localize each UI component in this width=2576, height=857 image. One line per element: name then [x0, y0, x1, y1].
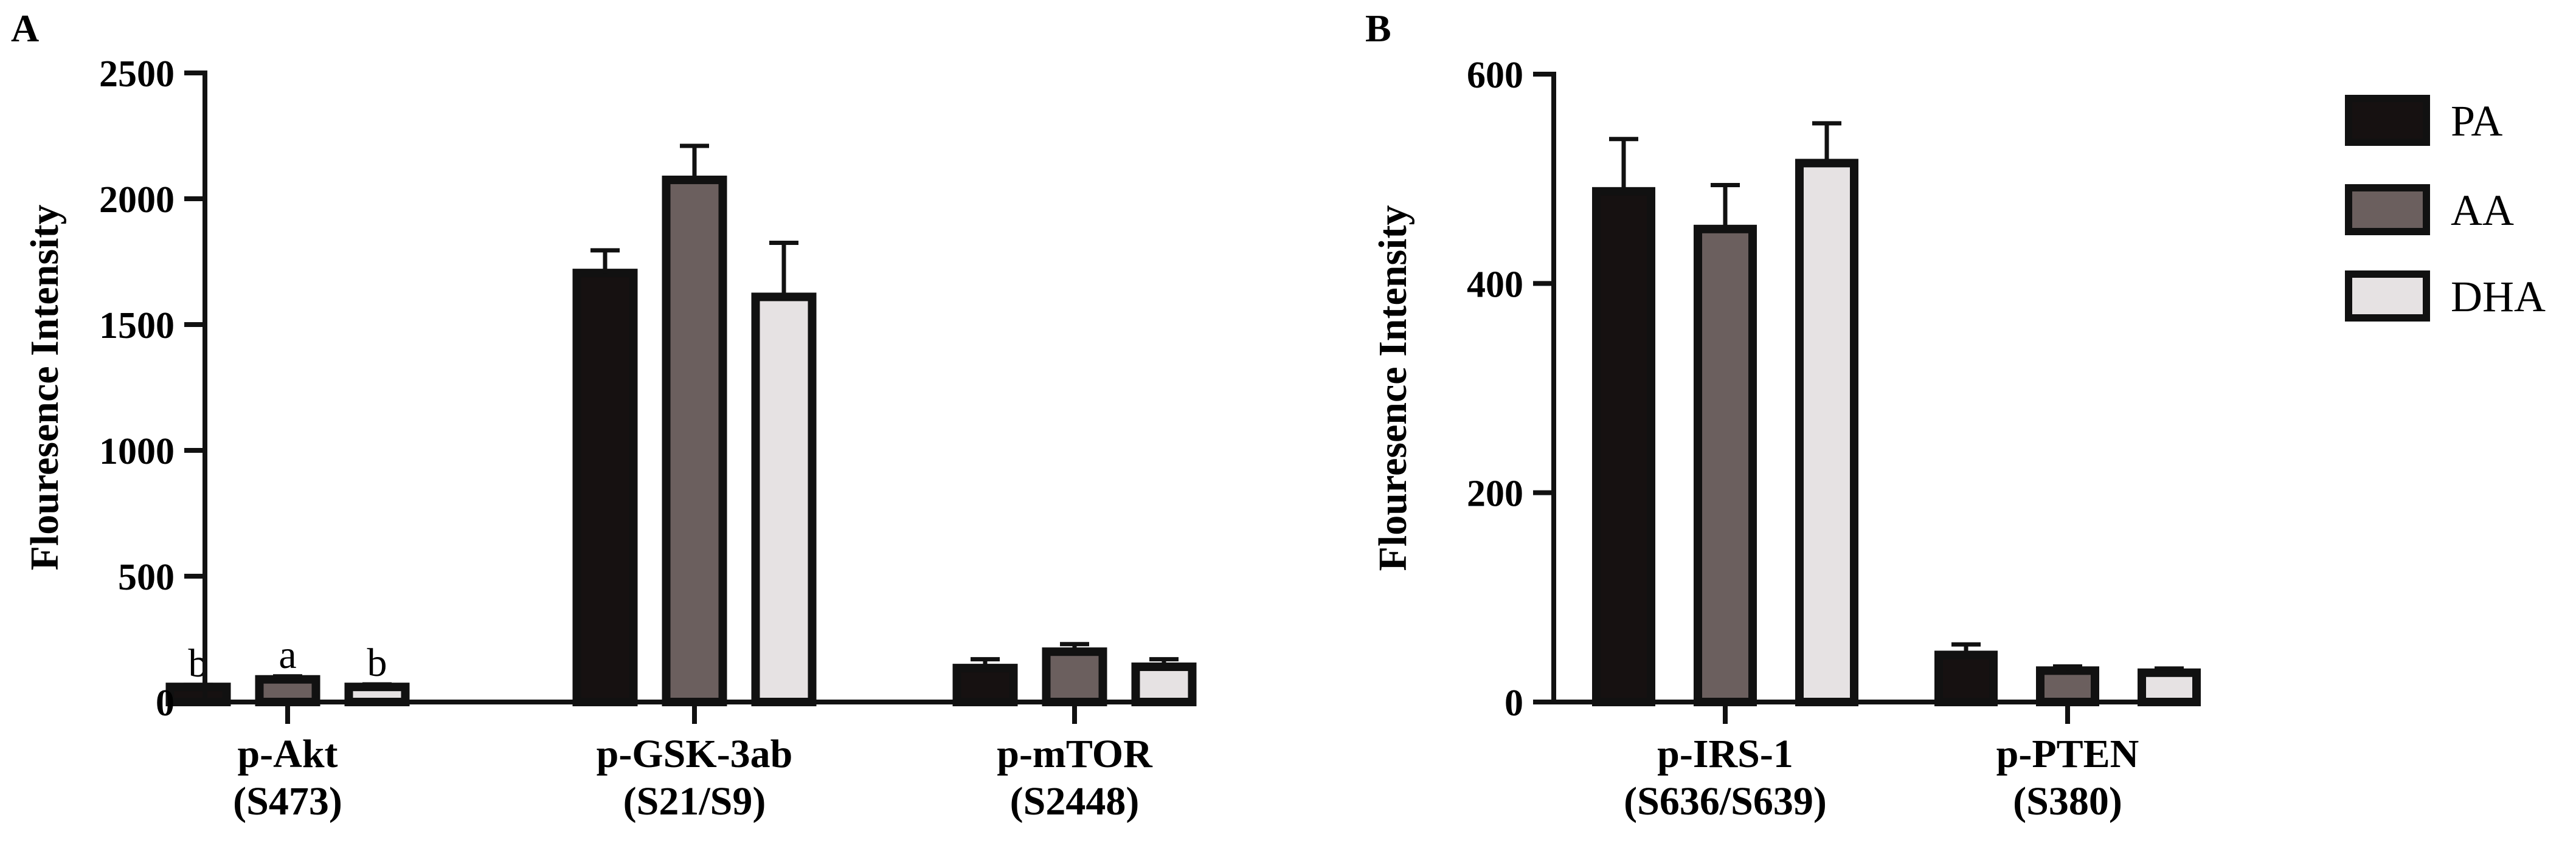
x-category-label: p-PTEN	[1996, 732, 2139, 776]
y-tick-label: 2000	[99, 179, 175, 221]
legend-label: PA	[2451, 97, 2502, 145]
chart-panel-b: B 0 200 400 600 p-IRS-1(S636/S639) p-PTEN(S380…	[1365, 7, 2201, 824]
legend-swatch	[2345, 270, 2430, 322]
significance-label: a	[279, 633, 296, 677]
y-tick-label: 400	[1467, 264, 1523, 305]
y-tick-label: 1500	[99, 305, 175, 346]
legend-swatch	[2345, 184, 2430, 235]
bar	[662, 175, 727, 706]
bar	[751, 292, 817, 706]
legend-label: AA	[2451, 186, 2514, 235]
x-category-sublabel: (S2448)	[1010, 779, 1140, 824]
x-category-label: p-Akt	[237, 732, 338, 776]
bar	[1131, 663, 1197, 707]
chart-panel-a: Ab a b05001000150020002500p-Akt(S473)p-GSK…	[11, 7, 1197, 824]
bar	[2036, 666, 2099, 706]
x-category-label: p-GSK-3ab	[597, 732, 793, 776]
bar	[2138, 668, 2201, 706]
significance-label: b	[367, 641, 387, 685]
x-category-sublabel: (S21/S9)	[623, 779, 766, 824]
y-tick-label: 500	[118, 557, 175, 598]
x-category-label: p-IRS-1	[1657, 732, 1793, 776]
bar	[1934, 650, 1998, 707]
bar	[1592, 187, 1655, 706]
panel-letter: A	[11, 7, 39, 50]
legend-label: DHA	[2451, 272, 2546, 321]
x-category-sublabel: (S380)	[2013, 779, 2122, 824]
bar	[1042, 647, 1107, 706]
x-category-sublabel: (S636/S639)	[1624, 779, 1827, 824]
bar	[572, 269, 638, 706]
bar	[952, 664, 1018, 706]
panel-letter: B	[1365, 7, 1391, 50]
bar	[255, 675, 320, 706]
bar	[1694, 224, 1757, 707]
y-tick-label: 1000	[99, 431, 175, 472]
y-tick-label: 2500	[99, 53, 175, 95]
bar	[1795, 159, 1858, 706]
y-tick-label: 200	[1467, 473, 1523, 515]
y-axis-title: Flouresence Intensity	[23, 205, 67, 571]
y-tick-label: 600	[1467, 55, 1523, 96]
legend-swatch	[2345, 95, 2430, 146]
y-tick-label: 0	[1504, 683, 1523, 724]
x-category-sublabel: (S473)	[233, 779, 342, 824]
legend: PA AA DHA	[2345, 95, 2546, 322]
x-category-label: p-mTOR	[997, 732, 1153, 776]
y-axis-title: Flouresence Intensity	[1371, 205, 1415, 571]
y-tick-label: 0	[156, 683, 175, 724]
